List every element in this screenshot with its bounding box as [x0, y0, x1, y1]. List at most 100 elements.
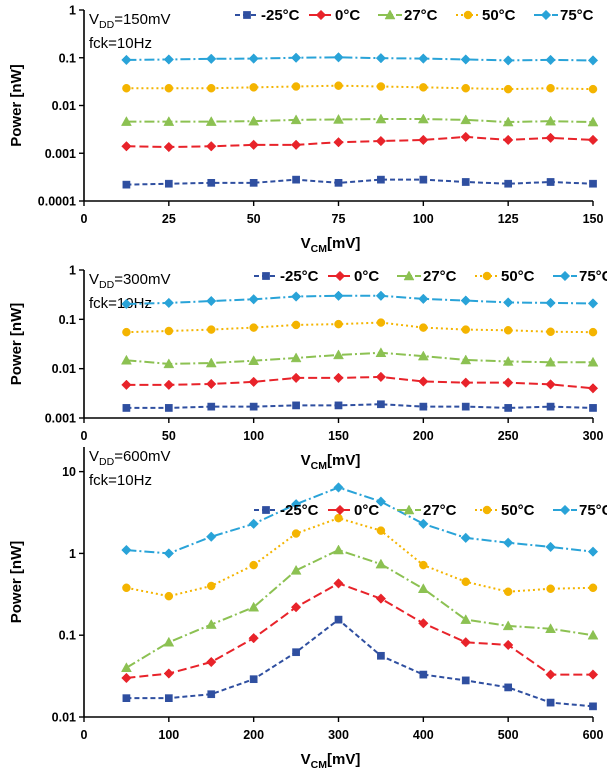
legend-label: 50°C: [501, 268, 535, 285]
data-point: [419, 560, 428, 570]
series-line: [126, 135, 594, 149]
legend-label: 50°C: [501, 502, 535, 519]
data-point: [164, 591, 174, 601]
data-point: [121, 141, 132, 152]
x-tick-label: 25: [162, 212, 176, 226]
data-point: [546, 698, 555, 707]
legend-label: 0°C: [335, 7, 360, 24]
data-point: [418, 618, 429, 629]
series-line: [126, 403, 594, 409]
data-point: [546, 402, 555, 411]
data-point: [460, 354, 472, 365]
data-point: [587, 298, 599, 309]
series-3: [120, 544, 599, 673]
data-point: [207, 581, 216, 591]
chart-panel-2: 0.001 0.01 0.1 1 0 50 100 150 200 250 300 Power [nW…: [8, 264, 607, 473]
data-point: [587, 134, 599, 146]
data-point: [587, 55, 599, 66]
data-point: [334, 615, 343, 624]
data-point: [122, 180, 131, 189]
data-point: [546, 584, 555, 593]
data-point: [545, 669, 556, 680]
x-tick-label: 150: [328, 429, 349, 443]
data-point: [461, 178, 470, 186]
data-point: [121, 54, 132, 66]
data-point: [248, 633, 259, 644]
data-point: [418, 376, 429, 387]
data-point: [121, 298, 132, 310]
data-point: [461, 325, 470, 334]
data-point: [589, 179, 597, 188]
data-point: [291, 529, 301, 538]
data-point: [334, 178, 343, 187]
data-point: [163, 54, 174, 65]
series-line: [126, 294, 594, 305]
condition-annotation-vdd: VDD=600mV: [89, 448, 170, 468]
data-point: [545, 623, 557, 633]
data-point: [377, 651, 385, 660]
series-5: [121, 482, 599, 559]
series-1: [122, 175, 597, 189]
data-point: [375, 53, 387, 64]
y-tick-label: 0.1: [59, 51, 76, 65]
data-point: [164, 179, 173, 188]
legend-label: -25°C: [280, 268, 319, 285]
x-axis-title: VCM[mV]: [301, 751, 361, 771]
legend-marker: [243, 11, 251, 19]
y-tick-label: 0.1: [59, 629, 76, 643]
data-point: [206, 656, 217, 668]
y-tick-label: 10: [62, 465, 76, 479]
data-point: [376, 318, 386, 327]
data-point: [290, 114, 302, 125]
data-point: [418, 134, 429, 146]
data-point: [334, 513, 343, 523]
legend-marker: [315, 9, 327, 21]
data-point: [206, 531, 217, 542]
data-point: [206, 295, 217, 307]
condition-annotation-vdd: VDD=150mV: [89, 11, 170, 31]
data-point: [376, 82, 386, 91]
x-tick-label: 500: [498, 728, 519, 742]
series-line: [126, 486, 594, 555]
data-point: [163, 116, 175, 126]
data-point: [502, 116, 514, 127]
legend-marker: [403, 270, 415, 281]
legend-marker: [334, 504, 346, 516]
data-point: [375, 496, 387, 507]
data-point: [546, 178, 555, 186]
legend-label: 27°C: [423, 268, 457, 285]
legend: -25°C 0°C 27°C 50°C 75°C: [235, 7, 594, 24]
data-point: [290, 602, 302, 613]
data-point: [249, 560, 258, 570]
data-point: [290, 52, 302, 63]
x-tick-label: 0: [81, 728, 88, 742]
data-point: [248, 139, 259, 150]
data-point: [503, 639, 514, 651]
data-point: [206, 141, 217, 152]
data-point: [207, 325, 216, 334]
data-point: [460, 377, 471, 388]
data-point: [587, 356, 599, 367]
x-tick-label: 100: [158, 728, 179, 742]
data-point: [377, 175, 385, 184]
legend-marker: [262, 272, 270, 280]
data-point: [205, 619, 217, 629]
x-tick-label: 300: [583, 429, 604, 443]
data-point: [417, 583, 429, 593]
data-point: [545, 541, 556, 553]
data-point: [248, 355, 260, 365]
data-point: [290, 564, 302, 575]
data-point: [163, 297, 174, 309]
data-point: [292, 175, 300, 184]
data-point: [460, 54, 471, 65]
series-2: [121, 131, 599, 153]
data-point: [503, 55, 514, 66]
data-point: [377, 400, 385, 409]
data-point: [122, 327, 131, 337]
x-tick-label: 75: [332, 212, 346, 226]
legend-label: -25°C: [261, 7, 300, 24]
data-point: [418, 53, 429, 64]
legend-marker: [540, 9, 552, 21]
series-2: [121, 578, 599, 684]
x-tick-label: 150: [583, 212, 604, 226]
